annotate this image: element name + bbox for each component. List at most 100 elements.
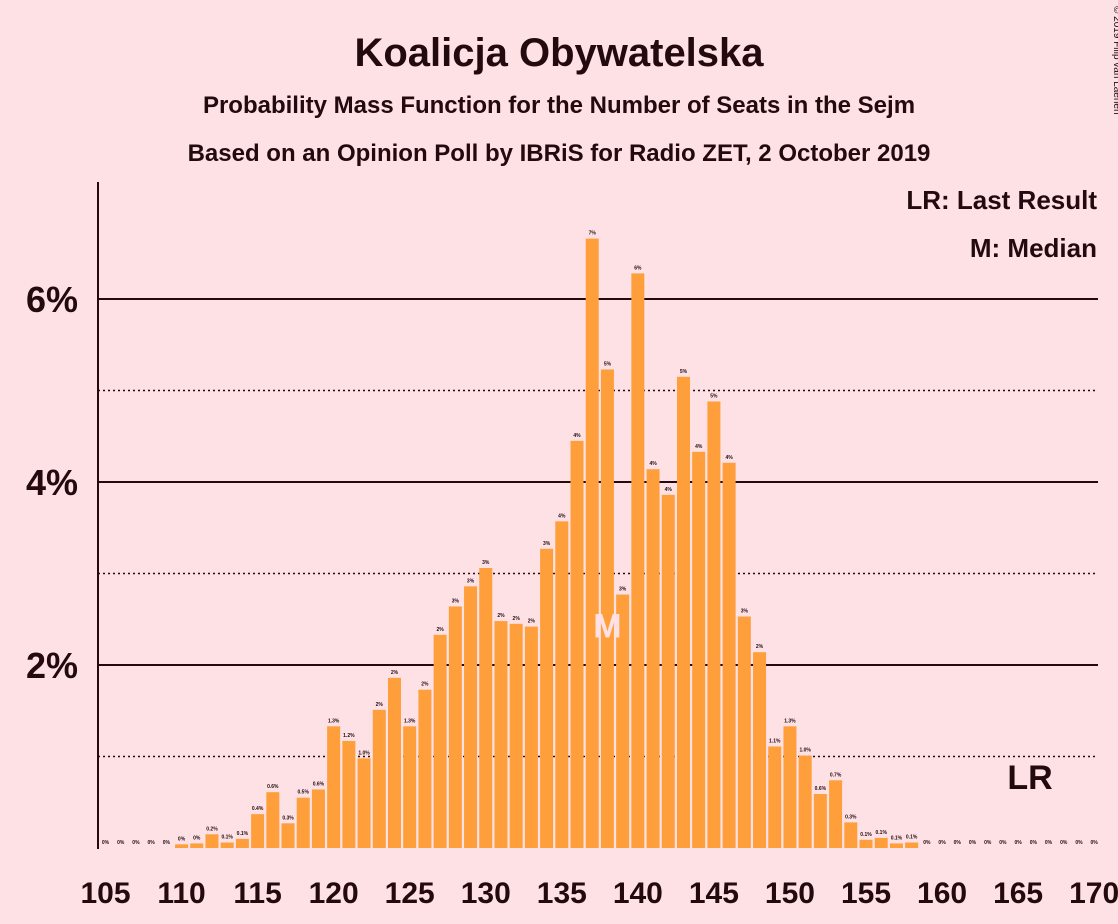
bar — [175, 844, 188, 848]
bar-value-label: 0% — [984, 840, 992, 846]
bar — [723, 463, 736, 848]
bar-value-label: 0% — [1060, 840, 1068, 846]
bar-value-label: 2% — [421, 682, 429, 688]
bar — [449, 606, 462, 848]
bar-value-label: 0.3% — [282, 815, 294, 821]
bar — [236, 839, 249, 848]
legend-last-result: LR: Last Result — [906, 185, 1097, 215]
bar — [814, 794, 827, 848]
bar-value-label: 0.6% — [815, 786, 827, 792]
x-tick-label: 170 — [1069, 877, 1118, 910]
bar — [297, 798, 310, 848]
bar — [418, 690, 431, 848]
y-tick-label: 4% — [26, 462, 78, 503]
bar — [190, 843, 203, 848]
chart-subtitle: Probability Mass Function for the Number… — [203, 92, 915, 119]
bar-value-label: 2% — [437, 627, 445, 633]
bar-value-label: 1.0% — [799, 748, 811, 754]
bar-value-label: 0.2% — [206, 826, 218, 832]
bar-value-label: 2% — [528, 619, 536, 625]
bar-value-label: 0.1% — [891, 835, 903, 841]
bar-value-label: 0.1% — [237, 831, 249, 837]
bar-value-label: 4% — [649, 461, 657, 467]
bar-value-label: 0.1% — [221, 835, 233, 841]
bar — [768, 746, 781, 848]
bar — [677, 377, 690, 848]
bar-value-label: 5% — [710, 393, 718, 399]
bar — [373, 710, 386, 848]
bar-value-label: 0.5% — [298, 790, 310, 796]
bar-value-label: 0% — [132, 840, 140, 846]
bar — [342, 741, 355, 848]
y-tick-label: 2% — [26, 645, 78, 686]
bar-value-label: 3% — [482, 560, 490, 566]
bar — [327, 726, 340, 848]
bar — [221, 843, 234, 848]
bar-value-label: 0% — [1075, 840, 1083, 846]
bar-value-label: 2% — [756, 644, 764, 650]
x-tick-label: 110 — [157, 877, 205, 910]
x-tick-label: 135 — [537, 877, 587, 910]
bar-value-label: 6% — [634, 265, 642, 271]
bar-value-label: 1.0% — [358, 750, 370, 756]
bar — [540, 549, 553, 848]
bar-value-label: 0% — [178, 836, 186, 842]
bar — [494, 621, 507, 848]
x-tick-label: 120 — [309, 877, 359, 910]
bar — [403, 726, 416, 848]
chart-subtitle-2: Based on an Opinion Poll by IBRiS for Ra… — [188, 140, 931, 167]
bar-value-label: 3% — [452, 598, 460, 604]
bar — [707, 401, 720, 848]
bar — [844, 822, 857, 848]
bar — [692, 452, 705, 848]
bar-value-label: 5% — [680, 369, 688, 375]
bar-value-label: 1.3% — [404, 718, 416, 724]
bar-value-label: 0% — [1091, 840, 1099, 846]
bar — [738, 617, 751, 848]
bar-value-label: 0% — [954, 840, 962, 846]
x-tick-label: 115 — [233, 877, 281, 910]
copyright-note: © 2019 Filip van Laenen — [1111, 6, 1118, 115]
bar-value-label: 0% — [1045, 840, 1053, 846]
bar-value-label: 3% — [467, 578, 475, 584]
bar — [266, 792, 279, 848]
bar-value-label: 0% — [923, 840, 931, 846]
bar-value-label: 3% — [619, 587, 627, 593]
bar-value-label: 0.3% — [845, 814, 857, 820]
bar-value-label: 1.3% — [328, 718, 340, 724]
bar-value-label: 0.1% — [860, 832, 872, 838]
median-marker: M — [593, 608, 621, 646]
bar — [312, 789, 325, 848]
bar-value-label: 3% — [543, 541, 551, 547]
bar — [571, 441, 584, 848]
x-tick-label: 125 — [385, 877, 435, 910]
bar — [905, 843, 918, 848]
bar-value-label: 0% — [117, 840, 125, 846]
bar-value-label: 0% — [163, 840, 171, 846]
bar-value-label: 4% — [665, 487, 673, 493]
bar — [510, 624, 523, 848]
bar-value-label: 4% — [695, 444, 703, 450]
x-tick-label: 140 — [613, 877, 663, 910]
bar-value-label: 4% — [725, 455, 733, 461]
bar-value-label: 0.1% — [876, 830, 888, 836]
bar-value-label: 0% — [938, 840, 946, 846]
bar-value-label: 2% — [497, 613, 505, 619]
bar-value-label: 2% — [376, 702, 384, 708]
bar — [282, 823, 295, 848]
bar — [205, 834, 218, 848]
bar-value-label: 2% — [391, 670, 399, 676]
bar-value-label: 0% — [999, 840, 1007, 846]
x-tick-label: 105 — [80, 877, 130, 910]
x-tick-label: 165 — [993, 877, 1043, 910]
bar — [890, 843, 903, 848]
bar-value-label: 0% — [1030, 840, 1038, 846]
x-tick-label: 155 — [841, 877, 891, 910]
bar-value-label: 5% — [604, 361, 612, 367]
bar — [251, 814, 264, 848]
bar — [783, 726, 796, 848]
x-tick-label: 145 — [689, 877, 739, 910]
bar-value-label: 1.2% — [343, 733, 355, 739]
bar — [464, 586, 477, 848]
bar-value-label: 7% — [589, 231, 597, 237]
